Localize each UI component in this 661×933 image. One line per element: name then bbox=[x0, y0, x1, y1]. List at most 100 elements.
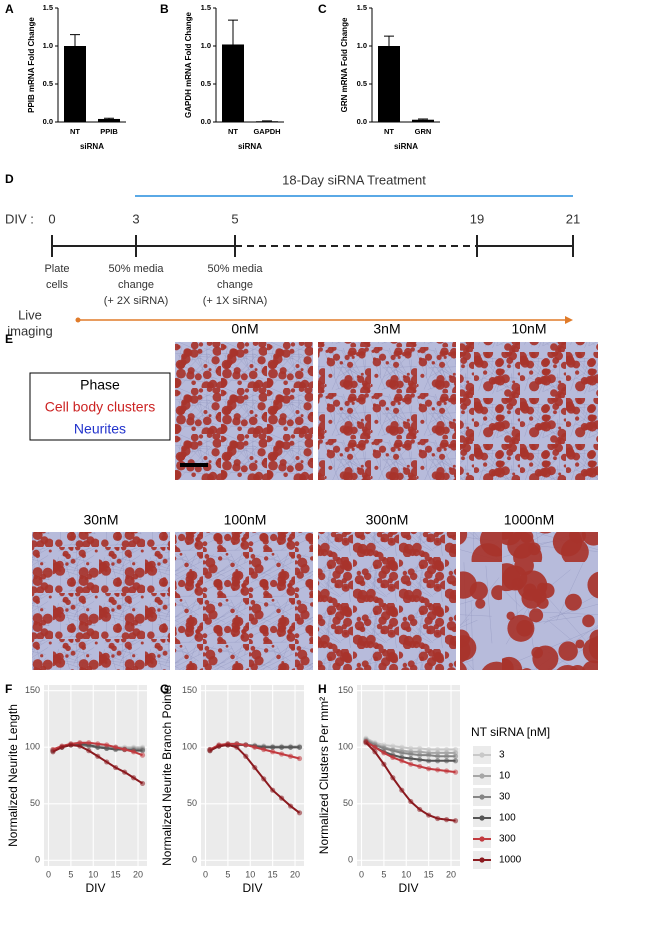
y-tick-label: 1.5 bbox=[357, 3, 367, 12]
legend-title: NT siRNA [nM] bbox=[471, 725, 550, 739]
image-panel: E Phase Cell body clusters Neurites 0nM … bbox=[5, 321, 598, 670]
legend-label: 100 bbox=[499, 813, 516, 824]
micrograph bbox=[175, 342, 313, 480]
x-tick-label: 0 bbox=[46, 869, 51, 879]
y-tick-label: 100 bbox=[25, 742, 40, 752]
trend-line bbox=[365, 739, 456, 758]
image-label: 30nM bbox=[83, 512, 118, 528]
x-tick-label: NT bbox=[228, 127, 238, 136]
legend-text: Cell body clusters bbox=[45, 399, 156, 415]
y-axis-label: Normalized Neurite Branch Points bbox=[160, 685, 174, 866]
x-tick-label: 0 bbox=[359, 869, 364, 879]
event-label: 50% media bbox=[207, 263, 263, 275]
image-label: 100nM bbox=[224, 512, 267, 528]
x-axis-label: siRNA bbox=[238, 142, 262, 151]
panel-label: G bbox=[160, 682, 169, 696]
micrograph bbox=[175, 532, 313, 670]
y-tick-label: 150 bbox=[338, 685, 353, 695]
y-tick-label: 1.5 bbox=[201, 3, 211, 12]
day-label: 21 bbox=[566, 211, 580, 226]
error-bar bbox=[418, 118, 428, 120]
x-tick-label: 20 bbox=[446, 869, 456, 879]
event-label: (+ 2X siRNA) bbox=[104, 295, 169, 307]
imaging-start bbox=[75, 317, 81, 323]
legend-swatch bbox=[479, 857, 485, 863]
y-tick-label: 0.5 bbox=[201, 79, 211, 88]
y-axis-label: GRN mRNA Fold Change bbox=[340, 17, 349, 112]
error-bar bbox=[104, 117, 114, 119]
x-axis-label: siRNA bbox=[394, 142, 418, 151]
micrograph bbox=[318, 342, 456, 480]
panel-label: A bbox=[5, 2, 14, 16]
panel-label: F bbox=[5, 682, 12, 696]
timeline-title: 18-Day siRNA Treatment bbox=[282, 172, 426, 187]
panel-label: D bbox=[5, 172, 14, 186]
trend-line bbox=[365, 740, 456, 774]
y-tick-label: 1.0 bbox=[201, 41, 211, 50]
image-label: 3nM bbox=[373, 321, 400, 337]
trend-line bbox=[52, 743, 144, 785]
event-label: Plate bbox=[44, 263, 69, 275]
trend-line bbox=[209, 742, 300, 760]
y-tick-label: 0.0 bbox=[201, 117, 211, 126]
day-label: 3 bbox=[132, 211, 139, 226]
x-tick-label: GRN bbox=[415, 127, 432, 136]
image-label: 10nM bbox=[511, 321, 546, 337]
y-tick-label: 50 bbox=[30, 798, 40, 808]
legend-label: 10 bbox=[499, 771, 511, 782]
trend-line bbox=[365, 737, 456, 751]
micrograph bbox=[460, 532, 598, 670]
y-tick-label: 0 bbox=[192, 855, 197, 865]
y-tick-label: 100 bbox=[338, 742, 353, 752]
day-label: 19 bbox=[470, 211, 484, 226]
y-axis-label: Normalized Neurite Length bbox=[6, 704, 20, 847]
x-tick-label: 0 bbox=[203, 869, 208, 879]
y-axis-label: GAPDH mRNA Fold Change bbox=[184, 11, 193, 117]
event-label: cells bbox=[46, 279, 69, 291]
error-bar bbox=[70, 34, 80, 46]
panel-label: C bbox=[318, 2, 327, 16]
bar bbox=[412, 119, 434, 122]
event-label: change bbox=[118, 279, 154, 291]
image-label: 0nM bbox=[231, 321, 258, 337]
micrograph bbox=[32, 532, 170, 670]
x-axis-label: DIV bbox=[398, 881, 418, 895]
bar bbox=[256, 121, 278, 122]
bar bbox=[222, 44, 244, 123]
y-tick-label: 1.0 bbox=[43, 41, 53, 50]
event-label: change bbox=[217, 279, 253, 291]
y-tick-label: 100 bbox=[182, 742, 197, 752]
x-tick-label: PPIB bbox=[100, 127, 118, 136]
bar bbox=[64, 46, 86, 122]
imaging-label: imaging bbox=[7, 323, 53, 338]
x-tick-label: 5 bbox=[381, 869, 386, 879]
event-label: 50% media bbox=[108, 263, 164, 275]
legend-label: 30 bbox=[499, 792, 511, 803]
image-label: 300nM bbox=[366, 512, 409, 528]
x-tick-label: 5 bbox=[225, 869, 230, 879]
event-label: (+ 1X siRNA) bbox=[203, 295, 268, 307]
legend-label: 300 bbox=[499, 834, 516, 845]
x-axis-label: DIV bbox=[242, 881, 262, 895]
legend-label: 1000 bbox=[499, 855, 522, 866]
trend-line bbox=[52, 741, 143, 757]
y-tick-label: 0.0 bbox=[43, 117, 53, 126]
x-tick-label: NT bbox=[70, 127, 80, 136]
timeline: D 18-Day siRNA Treatment DIV : 0 3 5 19 … bbox=[5, 172, 580, 338]
error-bar bbox=[384, 35, 394, 46]
day-label: 5 bbox=[231, 211, 238, 226]
legend-swatch bbox=[479, 752, 485, 758]
x-axis-label: siRNA bbox=[80, 142, 104, 151]
panel-label: E bbox=[5, 332, 13, 346]
x-tick-label: 15 bbox=[268, 869, 278, 879]
x-axis-label: DIV bbox=[85, 881, 105, 895]
x-tick-label: 10 bbox=[401, 869, 411, 879]
y-tick-label: 1.0 bbox=[357, 41, 367, 50]
legend-box bbox=[29, 372, 171, 441]
legend-label: 3 bbox=[499, 750, 505, 761]
panel-label: H bbox=[318, 682, 327, 696]
micrograph bbox=[318, 532, 456, 670]
legend-text: Phase bbox=[80, 377, 120, 393]
x-tick-label: 20 bbox=[133, 869, 143, 879]
x-tick-label: 10 bbox=[88, 869, 98, 879]
